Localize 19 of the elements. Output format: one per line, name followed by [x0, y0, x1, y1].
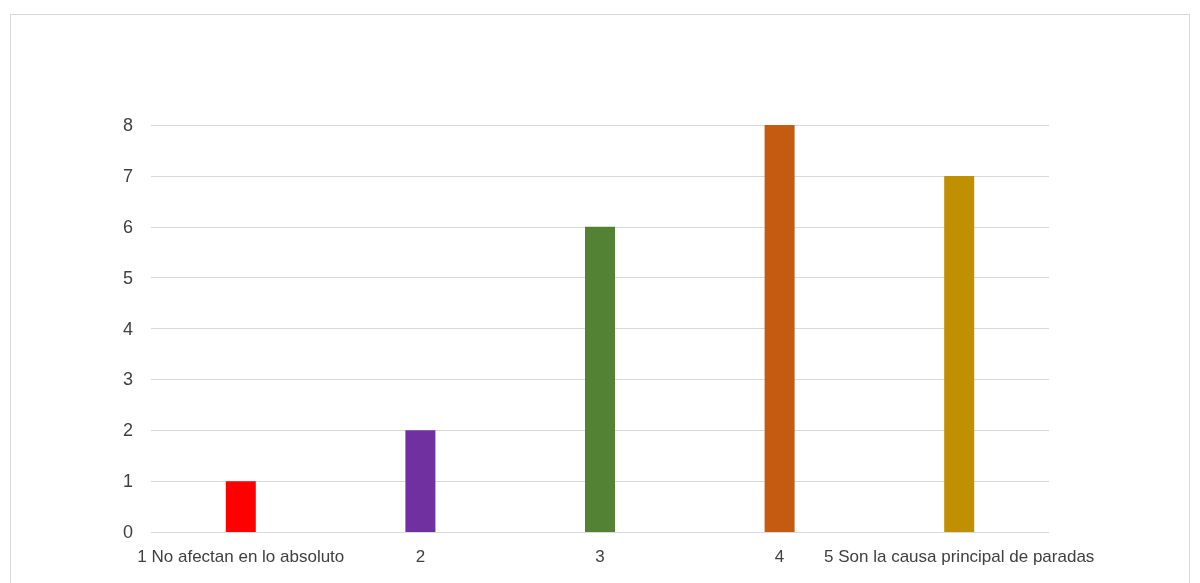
y-tick-label: 5: [122, 267, 133, 288]
y-tick-label: 6: [122, 216, 133, 237]
x-tick-label: 5 Son la causa principal de paradas: [824, 547, 1095, 566]
bar: [764, 125, 795, 532]
y-tick-label: 7: [122, 165, 133, 186]
y-tick-label: 8: [122, 115, 133, 135]
bar: [225, 481, 256, 532]
y-tick-label: 2: [122, 420, 133, 441]
bar: [405, 430, 436, 532]
x-tick-label: 4: [774, 547, 785, 566]
y-tick-label: 4: [122, 318, 133, 339]
y-tick-label: 1: [122, 471, 133, 492]
x-tick-label: 1 No afectan en lo absoluto: [137, 547, 345, 566]
bar: [944, 175, 975, 532]
y-tick-label: 0: [122, 522, 133, 542]
y-tick-label: 3: [122, 369, 133, 390]
x-tick-label: 3: [595, 547, 605, 566]
x-tick-label: 2: [415, 547, 426, 566]
bar: [585, 226, 615, 532]
